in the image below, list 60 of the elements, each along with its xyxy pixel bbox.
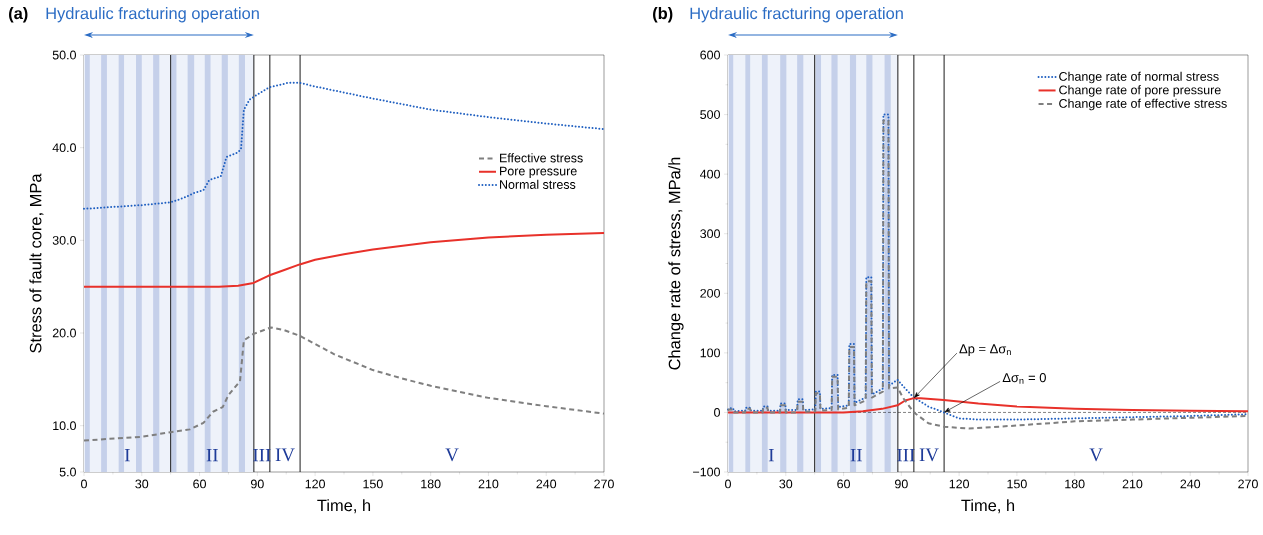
x-tick-label: 60 [193, 479, 206, 489]
annotation: IV [919, 448, 939, 462]
legend-label: Change rate of effective stress [1059, 98, 1227, 111]
x-tick-label: 240 [1180, 479, 1201, 489]
legend-label: Change rate of normal stress [1059, 71, 1219, 84]
y-tick-label: −100 [693, 467, 720, 477]
line-series [83, 326, 605, 442]
y-axis-title: Change rate of stress, MPa/h [668, 157, 684, 370]
y-tick-label: 0 [714, 408, 720, 417]
chart-subtitle: Hydraulic fracturing operation [46, 7, 259, 23]
legend-label: Normal stress [500, 179, 576, 189]
chart-title: (a) [9, 7, 28, 23]
annotation: II [850, 448, 862, 462]
y-tick-label: 300 [700, 229, 720, 239]
legend-label: Effective stress [500, 153, 583, 163]
legend-label: Pore pressure [500, 166, 577, 178]
annotation: I [124, 448, 130, 462]
line-series [83, 81, 605, 210]
annotation: Δp = Δσ$_{n}$ [959, 344, 1011, 356]
annotation: IV [275, 448, 295, 462]
x-tick-label: 120 [949, 479, 970, 489]
annotation: V [1089, 448, 1103, 462]
x-tick-label: 150 [1007, 479, 1027, 489]
y-tick-label: 600 [700, 50, 720, 60]
chart-title: (b) [653, 7, 673, 23]
x-axis-title: Time, h [317, 499, 371, 514]
annotation: V [445, 448, 459, 462]
x-tick-label: 0 [725, 479, 731, 489]
y-tick-label: 20.0 [52, 328, 76, 338]
y-tick-label: 30.0 [52, 235, 76, 245]
y-tick-label: 5.0 [59, 467, 76, 477]
x-tick-label: 90 [250, 479, 264, 489]
y-tick-label: 500 [700, 110, 720, 119]
x-axis-title: Time, h [961, 499, 1015, 514]
y-tick-label: 100 [700, 348, 720, 358]
x-tick-label: 210 [1122, 479, 1143, 489]
x-tick-label: 270 [594, 479, 614, 489]
chart-subtitle: Hydraulic fracturing operation [690, 7, 903, 23]
y-tick-label: 50.0 [52, 50, 76, 60]
y-tick-label: 40.0 [52, 143, 76, 153]
y-tick-label: 400 [699, 169, 720, 179]
legend-label: Change rate of pore pressure [1059, 85, 1221, 97]
x-tick-label: 30 [135, 479, 149, 489]
annotation: I [768, 448, 774, 462]
x-tick-label: 270 [1238, 479, 1258, 489]
y-axis-title: Stress of fault core, MPa [29, 173, 44, 353]
x-tick-label: 90 [895, 479, 908, 489]
x-tick-label: 180 [1065, 479, 1085, 489]
x-tick-label: 120 [305, 479, 326, 489]
y-tick-label: 10.0 [53, 421, 76, 431]
x-tick-label: 150 [363, 479, 383, 489]
y-tick-label: 200 [700, 288, 720, 298]
x-tick-label: 210 [478, 479, 499, 489]
x-tick-label: 60 [837, 479, 850, 489]
x-tick-label: 180 [421, 479, 441, 489]
x-tick-label: 30 [779, 479, 793, 489]
x-tick-label: 240 [536, 479, 557, 489]
x-tick-label: 0 [81, 479, 87, 489]
annotation: II [206, 448, 218, 462]
annotation: Δσ$_{n}$ = 0 [1002, 373, 1046, 384]
